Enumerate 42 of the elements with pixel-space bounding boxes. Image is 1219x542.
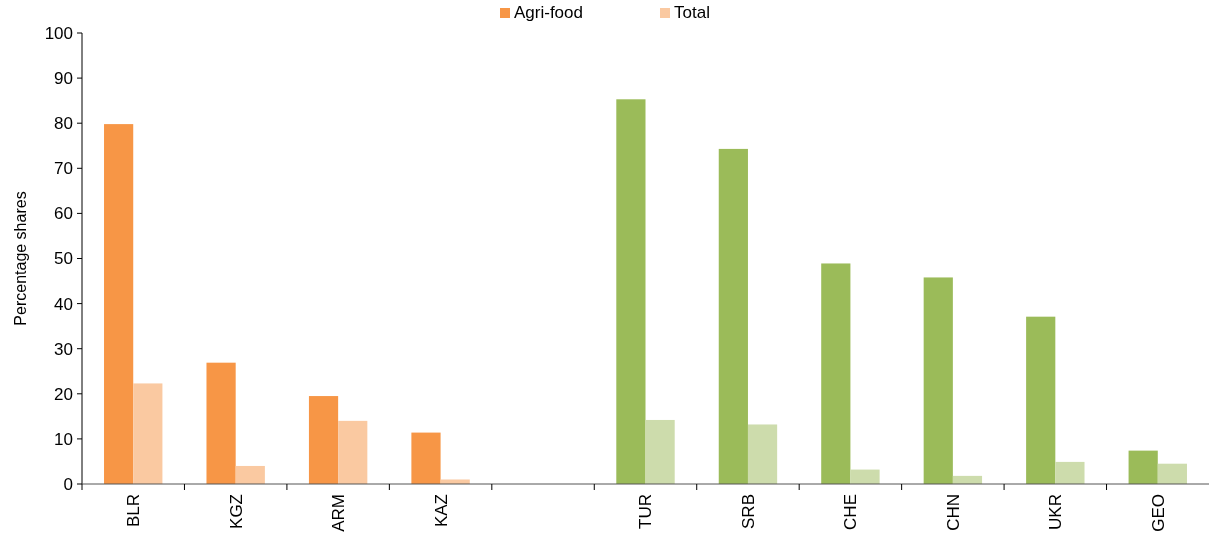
y-tick-label: 60 <box>54 204 73 224</box>
x-tick-label: TUR <box>636 494 656 529</box>
x-tick-label: GEO <box>1148 494 1168 532</box>
x-tick-label: ARM <box>329 494 349 532</box>
x-tick-label: KAZ <box>431 494 451 528</box>
x-tick-label: BLR <box>124 494 144 528</box>
y-axis-title: Percentage shares <box>12 191 29 326</box>
y-tick-label: 100 <box>44 23 73 43</box>
bar <box>338 420 368 484</box>
bar <box>1026 316 1056 484</box>
y-tick-label: 30 <box>54 339 73 359</box>
y-tick-label: 50 <box>54 249 73 269</box>
y-tick-label: 70 <box>54 159 73 179</box>
bar <box>1055 461 1085 484</box>
bar <box>645 419 675 484</box>
bar <box>821 263 851 484</box>
bar <box>411 432 441 484</box>
bar <box>850 469 880 484</box>
y-tick-label: 80 <box>54 114 73 134</box>
x-tick-label: CHN <box>943 494 963 531</box>
bar <box>133 383 163 484</box>
y-tick-label: 40 <box>54 294 73 314</box>
bar <box>235 465 265 484</box>
legend-label: Total <box>674 3 710 22</box>
bar <box>1157 463 1187 484</box>
bar <box>104 124 134 484</box>
legend-label: Agri-food <box>514 3 583 22</box>
bar <box>923 277 953 484</box>
bar <box>747 424 778 484</box>
bar <box>308 396 339 484</box>
y-tick-label: 20 <box>54 384 73 404</box>
bar <box>718 148 748 484</box>
bar <box>1128 450 1158 484</box>
bar <box>206 362 236 484</box>
y-tick-label: 10 <box>54 429 73 449</box>
x-tick-label: SRB <box>738 494 758 529</box>
y-tick-label: 90 <box>54 69 73 89</box>
x-tick-label: KGZ <box>226 494 246 529</box>
x-tick-label: UKR <box>1046 494 1066 530</box>
bar <box>616 99 646 484</box>
y-tick-label: 0 <box>63 474 73 494</box>
x-tick-label: CHE <box>841 494 861 530</box>
